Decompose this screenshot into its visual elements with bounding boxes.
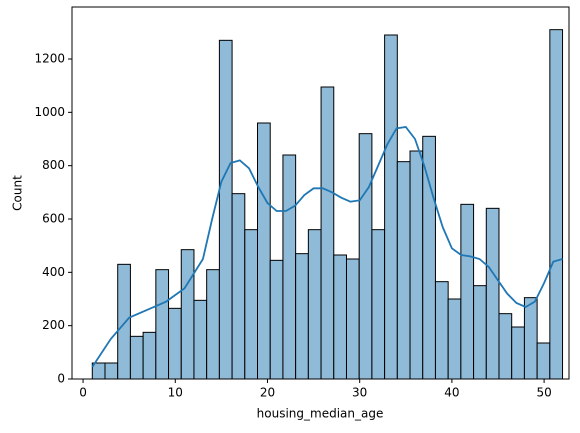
x-tick-label: 0 (79, 386, 87, 400)
y-tick-label: 400 (42, 265, 65, 279)
bar (473, 285, 487, 380)
axes-frame (71, 6, 570, 380)
x-tick-label: 30 (352, 386, 367, 400)
kde-line (91, 126, 563, 368)
bar (396, 161, 411, 380)
y-tick-label: 600 (42, 212, 65, 226)
bar (218, 39, 233, 380)
bar (460, 203, 475, 380)
bar (180, 249, 195, 380)
bar (511, 326, 525, 380)
bar (244, 229, 259, 380)
x-tick-label: 10 (168, 386, 183, 400)
bar (345, 258, 360, 380)
x-tick-label: 50 (536, 386, 551, 400)
bar (129, 335, 144, 380)
bar (358, 133, 373, 380)
bar (409, 150, 424, 380)
x-tick-label: 20 (260, 386, 275, 400)
bar (333, 254, 347, 380)
bar (295, 253, 309, 380)
bar (269, 259, 284, 380)
bar (485, 207, 500, 380)
bar (206, 269, 220, 380)
bar (168, 307, 182, 380)
x-tick-label: 40 (444, 386, 459, 400)
bar (193, 299, 208, 380)
bar (282, 154, 297, 380)
bar (371, 229, 386, 380)
bar (422, 135, 436, 380)
x-axis-label: housing_median_age (257, 407, 384, 421)
bar (549, 29, 564, 380)
bar (434, 281, 449, 380)
bar (117, 263, 131, 380)
bar (384, 34, 398, 380)
bar (498, 313, 513, 380)
y-tick-label: 1000 (34, 105, 65, 119)
y-tick-label: 200 (42, 318, 65, 332)
y-axis-label: Count (11, 175, 25, 211)
bar (142, 331, 157, 380)
y-tick-label: 1200 (34, 52, 65, 66)
bar (447, 298, 462, 380)
bar (104, 362, 119, 380)
bar (307, 229, 322, 380)
bar (523, 297, 538, 380)
y-tick-label: 800 (42, 158, 65, 172)
bar (536, 342, 551, 380)
bar (155, 269, 170, 380)
bar (320, 86, 335, 380)
y-tick-label: 0 (57, 372, 65, 386)
bar (257, 122, 271, 380)
bar (231, 193, 246, 380)
